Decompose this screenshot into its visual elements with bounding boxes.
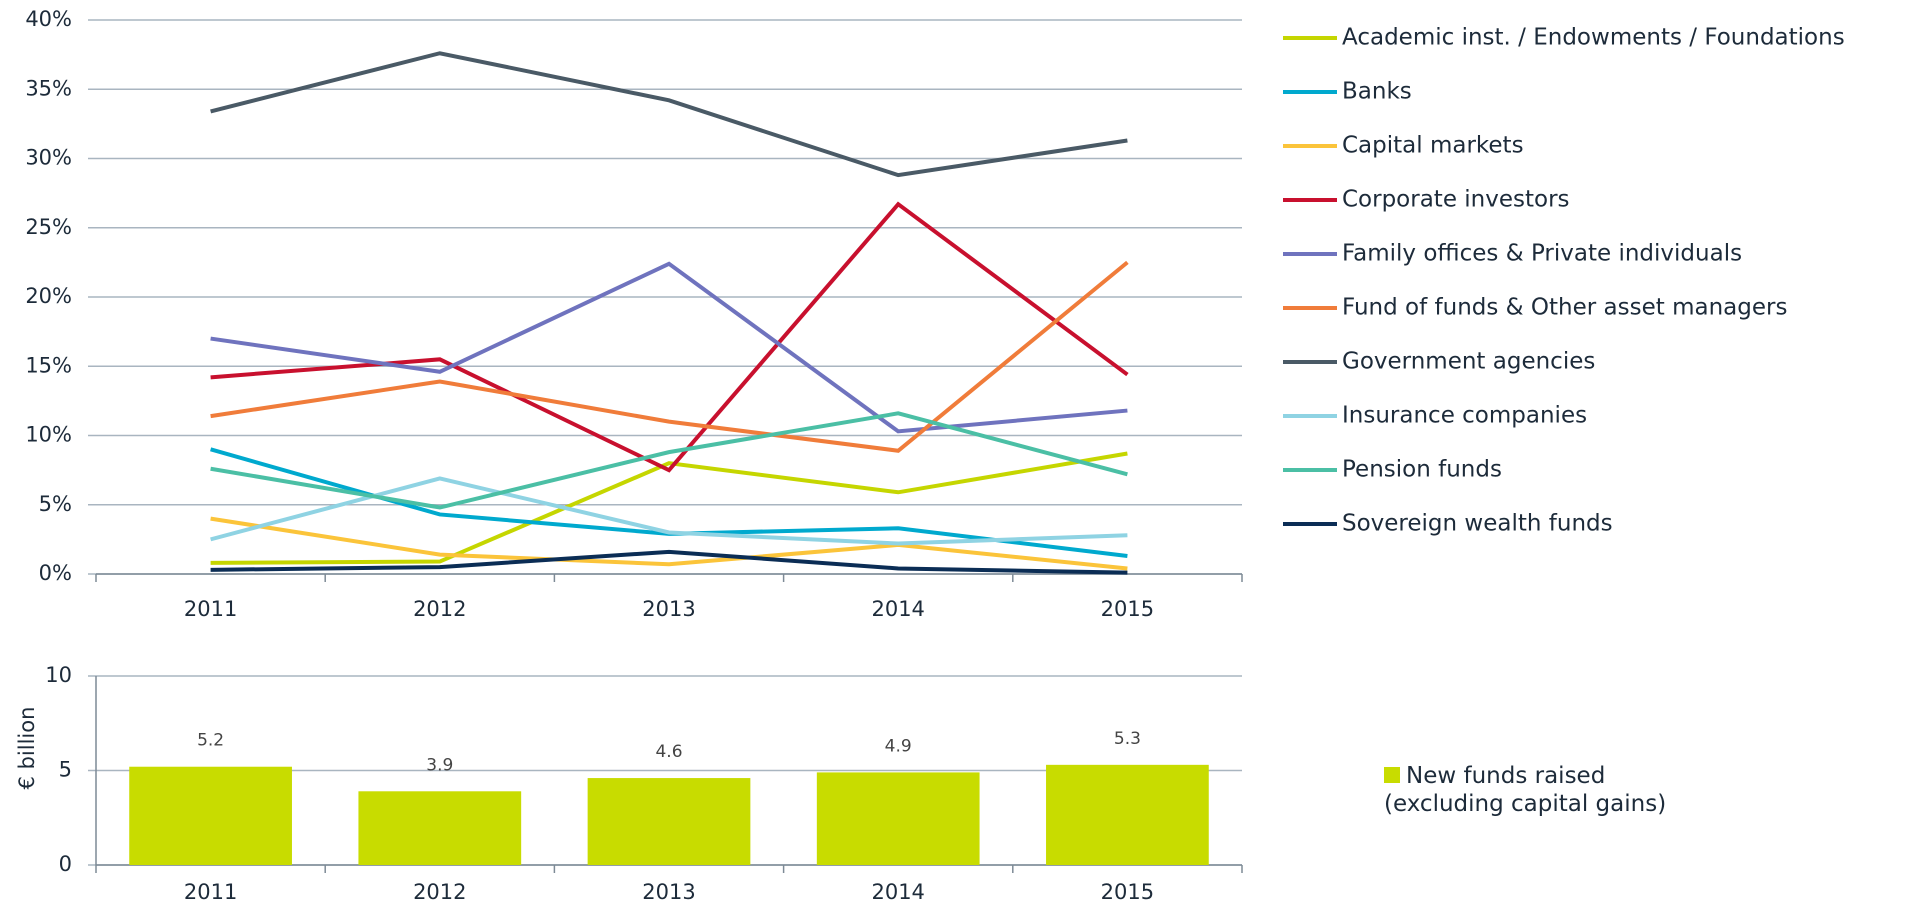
y-tick-label: 20%	[25, 284, 72, 308]
line	[210, 549, 1128, 575]
value-label: 3.9	[426, 755, 453, 775]
y-tick-label: 0	[59, 852, 72, 876]
legend-label: Corporate investors	[1342, 187, 1570, 213]
legend-label: Government agencies	[1342, 349, 1595, 375]
x-tick-label: 2012	[413, 880, 466, 904]
x-tick-label: 2013	[642, 880, 695, 904]
line	[210, 516, 1128, 571]
value-label: 5.3	[1114, 729, 1141, 749]
legend-label: Capital markets	[1342, 133, 1524, 159]
line	[210, 51, 1128, 178]
bar	[1046, 764, 1209, 865]
y-tick-label: 30%	[25, 146, 72, 170]
value-label: 4.9	[885, 736, 912, 756]
x-tick-label: 2011	[184, 597, 237, 621]
value-label: 5.2	[197, 731, 224, 751]
value-label: 4.6	[655, 742, 682, 762]
line	[210, 451, 1128, 565]
x-tick-label: 2011	[184, 880, 237, 904]
x-tick-label: 2015	[1101, 880, 1154, 904]
legend-label: Family offices & Private individuals	[1342, 241, 1742, 267]
line	[210, 411, 1128, 510]
legend-label: New funds raised (excluding capital gain…	[1384, 763, 1667, 817]
x-tick-label: 2014	[871, 880, 924, 904]
legend-label: Academic inst. / Endowments / Foundation…	[1342, 25, 1845, 51]
bar	[587, 778, 751, 865]
y-tick-label: 15%	[25, 353, 72, 377]
y-tick-label: 35%	[25, 76, 72, 100]
bar	[358, 791, 522, 865]
x-tick-label: 2014	[871, 597, 924, 621]
x-tick-label: 2012	[413, 597, 466, 621]
x-tick-label: 2015	[1101, 597, 1154, 621]
y-tick-label: 5%	[39, 492, 72, 516]
y-tick-label: 40%	[25, 7, 72, 31]
y-tick-label: 5	[59, 758, 72, 782]
legend-swatch	[1384, 767, 1400, 783]
y-tick-label: 0%	[39, 561, 72, 585]
x-tick-label: 2013	[642, 597, 695, 621]
y-axis-label: € billion	[15, 707, 39, 790]
legend-label: Insurance companies	[1342, 403, 1587, 429]
legend-label: Banks	[1342, 79, 1412, 105]
line	[210, 260, 1129, 453]
line	[210, 476, 1128, 546]
y-tick-label: 25%	[25, 215, 72, 239]
legend-label: Pension funds	[1342, 457, 1502, 483]
line	[210, 201, 1129, 473]
y-tick-label: 10	[45, 663, 72, 687]
y-tick-label: 10%	[25, 423, 72, 447]
bar	[129, 766, 292, 865]
legend-label: Fund of funds & Other asset managers	[1342, 295, 1787, 321]
legend: New funds raised (excluding capital gain…	[1384, 762, 1724, 818]
bar	[816, 772, 980, 865]
legend-label: Sovereign wealth funds	[1342, 511, 1613, 537]
line	[210, 261, 1128, 434]
